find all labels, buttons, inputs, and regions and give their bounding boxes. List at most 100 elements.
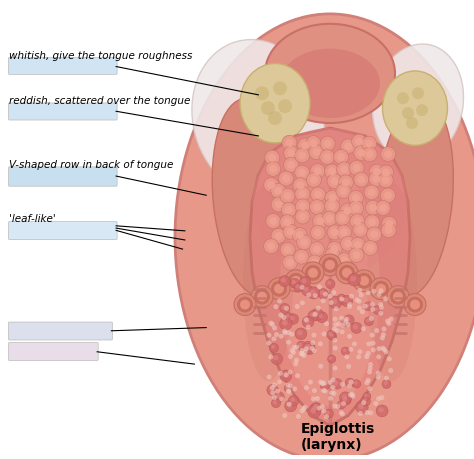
Circle shape bbox=[332, 404, 337, 409]
Polygon shape bbox=[250, 129, 410, 425]
Circle shape bbox=[384, 151, 392, 159]
Circle shape bbox=[386, 321, 392, 326]
Circle shape bbox=[374, 308, 378, 311]
Circle shape bbox=[328, 380, 333, 385]
Circle shape bbox=[316, 306, 321, 311]
Circle shape bbox=[376, 355, 381, 360]
Circle shape bbox=[310, 346, 315, 351]
Circle shape bbox=[297, 253, 305, 261]
Circle shape bbox=[363, 398, 367, 403]
Circle shape bbox=[296, 341, 306, 351]
Circle shape bbox=[297, 330, 302, 336]
Circle shape bbox=[328, 168, 336, 176]
Circle shape bbox=[365, 317, 374, 326]
Circle shape bbox=[310, 176, 318, 185]
Circle shape bbox=[354, 381, 357, 385]
Circle shape bbox=[326, 280, 335, 289]
Circle shape bbox=[382, 380, 391, 389]
Circle shape bbox=[304, 386, 309, 390]
Circle shape bbox=[348, 274, 361, 286]
Circle shape bbox=[340, 204, 355, 218]
Circle shape bbox=[278, 100, 292, 114]
Circle shape bbox=[373, 306, 382, 315]
Circle shape bbox=[299, 213, 307, 221]
FancyBboxPatch shape bbox=[9, 343, 98, 361]
Circle shape bbox=[341, 395, 351, 405]
Circle shape bbox=[347, 302, 352, 307]
Circle shape bbox=[293, 361, 298, 366]
Circle shape bbox=[339, 392, 352, 404]
Circle shape bbox=[318, 289, 328, 299]
Circle shape bbox=[295, 200, 310, 214]
Circle shape bbox=[331, 229, 338, 237]
Circle shape bbox=[370, 231, 378, 239]
Circle shape bbox=[274, 332, 279, 337]
Circle shape bbox=[338, 175, 354, 190]
Circle shape bbox=[352, 341, 357, 347]
Circle shape bbox=[407, 297, 423, 313]
Circle shape bbox=[312, 312, 318, 317]
Circle shape bbox=[328, 355, 336, 364]
Circle shape bbox=[381, 147, 396, 162]
Circle shape bbox=[346, 317, 350, 322]
Circle shape bbox=[287, 228, 295, 236]
Circle shape bbox=[286, 259, 294, 267]
Circle shape bbox=[269, 166, 277, 174]
Circle shape bbox=[320, 381, 325, 386]
Circle shape bbox=[288, 384, 293, 389]
Circle shape bbox=[316, 218, 324, 225]
Circle shape bbox=[295, 285, 300, 289]
Circle shape bbox=[363, 304, 368, 309]
Circle shape bbox=[275, 394, 280, 399]
Text: whitish, give the tongue roughness: whitish, give the tongue roughness bbox=[9, 51, 193, 61]
Circle shape bbox=[308, 380, 313, 385]
Circle shape bbox=[379, 166, 393, 180]
Circle shape bbox=[319, 314, 324, 319]
Circle shape bbox=[287, 162, 295, 169]
Circle shape bbox=[335, 329, 339, 333]
Circle shape bbox=[294, 250, 309, 264]
Circle shape bbox=[378, 407, 384, 413]
Circle shape bbox=[347, 380, 351, 384]
Circle shape bbox=[280, 189, 295, 204]
Circle shape bbox=[295, 374, 300, 378]
Circle shape bbox=[300, 409, 305, 414]
Circle shape bbox=[384, 192, 392, 200]
Circle shape bbox=[283, 192, 292, 200]
Circle shape bbox=[284, 384, 292, 392]
FancyBboxPatch shape bbox=[9, 222, 117, 240]
Circle shape bbox=[291, 350, 296, 355]
Circle shape bbox=[322, 332, 327, 337]
Circle shape bbox=[292, 386, 297, 392]
Circle shape bbox=[376, 284, 386, 294]
Circle shape bbox=[299, 203, 307, 211]
Circle shape bbox=[234, 294, 256, 316]
Circle shape bbox=[273, 356, 278, 361]
Circle shape bbox=[294, 283, 303, 292]
Text: reddish, scattered over the tongue: reddish, scattered over the tongue bbox=[9, 95, 191, 106]
Ellipse shape bbox=[280, 168, 380, 406]
Circle shape bbox=[326, 215, 334, 223]
Circle shape bbox=[268, 278, 290, 300]
Circle shape bbox=[340, 257, 348, 264]
Circle shape bbox=[290, 397, 295, 402]
Circle shape bbox=[376, 396, 381, 401]
Circle shape bbox=[334, 381, 338, 386]
FancyBboxPatch shape bbox=[9, 168, 117, 187]
Circle shape bbox=[321, 388, 326, 393]
Circle shape bbox=[327, 242, 342, 257]
Circle shape bbox=[290, 316, 295, 321]
Circle shape bbox=[353, 223, 368, 238]
Circle shape bbox=[313, 204, 321, 212]
Circle shape bbox=[315, 396, 320, 401]
Circle shape bbox=[266, 341, 272, 346]
Circle shape bbox=[306, 173, 321, 188]
Circle shape bbox=[283, 246, 292, 254]
Circle shape bbox=[310, 341, 315, 346]
Circle shape bbox=[310, 408, 316, 414]
Circle shape bbox=[292, 228, 307, 243]
Circle shape bbox=[327, 281, 331, 285]
Circle shape bbox=[266, 375, 272, 380]
Circle shape bbox=[337, 321, 341, 326]
Circle shape bbox=[299, 352, 304, 356]
